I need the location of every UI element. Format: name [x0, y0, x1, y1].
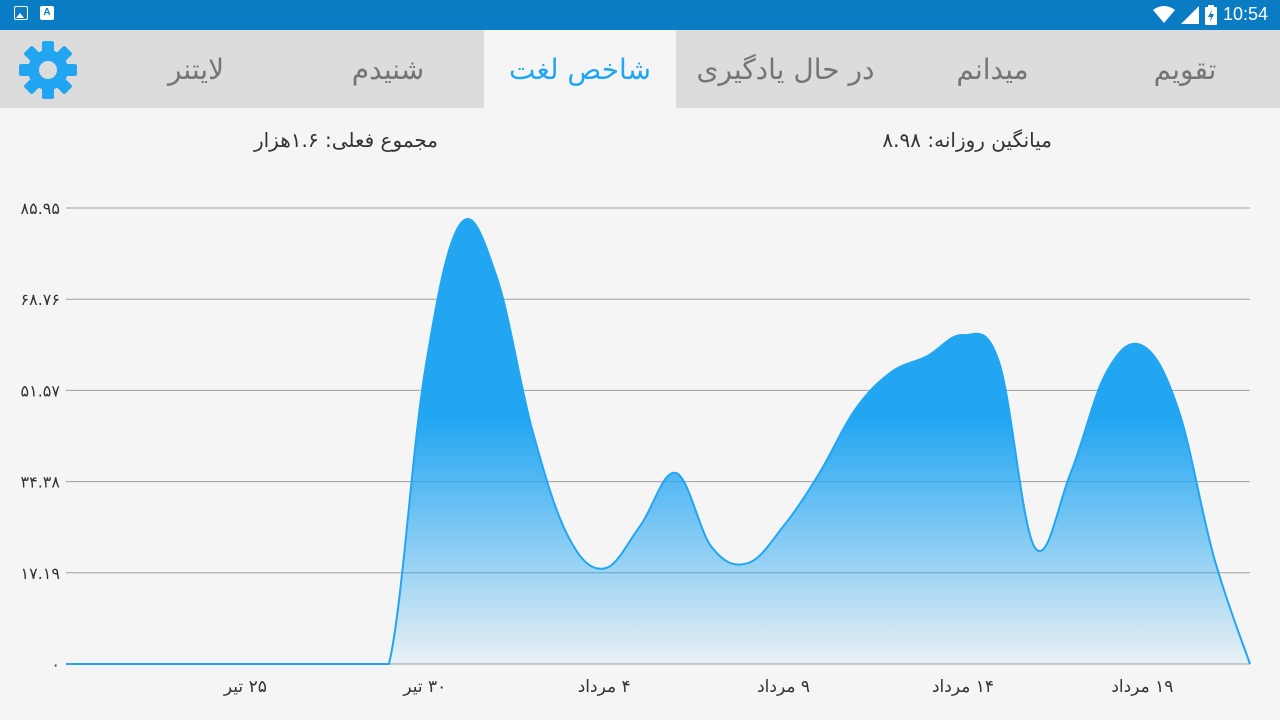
current-total: مجموع فعلی: ۱.۶هزار — [253, 128, 438, 152]
tab-bar: تقویم میدانم در حال یادگیری شاخص لغت شنی… — [0, 30, 1280, 108]
wifi-icon — [1152, 5, 1175, 23]
tab-heard[interactable]: شنیدم — [351, 52, 425, 86]
y-tick-label: ۶۸.۷۶ — [21, 290, 60, 309]
y-tick-label: ۰ — [51, 655, 60, 674]
series-line — [66, 217, 1251, 665]
x-tick-label: ۳۰ تیر — [402, 677, 446, 697]
tab-leitner[interactable]: لایتنر — [167, 52, 225, 86]
tab-word-index[interactable]: شاخص لغت — [484, 30, 676, 108]
y-tick-label: ۸۵.۹۵ — [21, 199, 60, 218]
tab-calendar[interactable]: تقویم — [1153, 52, 1217, 86]
status-left-icons: A — [14, 6, 54, 20]
x-tick-label: ۲۵ تیر — [223, 677, 267, 697]
tab-known[interactable]: میدانم — [956, 52, 1029, 86]
x-tick-label: ۱۴ مرداد — [932, 677, 994, 697]
y-tick-label: ۳۴.۳۸ — [21, 473, 61, 492]
tab-learning[interactable]: در حال یادگیری — [696, 52, 875, 86]
area-fill — [66, 218, 1250, 664]
status-right: 10:54 — [1152, 4, 1268, 25]
battery-charging-icon — [1204, 4, 1217, 25]
x-tick-label: ۱۹ مرداد — [1111, 677, 1173, 697]
status-bar: A 10:54 — [0, 0, 1280, 30]
y-tick-label: ۱۷.۱۹ — [21, 564, 60, 583]
signal-icon — [1180, 5, 1199, 24]
gear-icon[interactable] — [16, 38, 80, 102]
x-tick-label: ۹ مرداد — [757, 677, 810, 697]
daily-average: میانگین روزانه: ۸.۹۸ — [882, 128, 1052, 152]
image-icon — [14, 6, 28, 20]
x-tick-label: ۴ مرداد — [578, 677, 631, 697]
y-tick-label: ۵۱.۵۷ — [21, 381, 61, 400]
text-a-icon: A — [40, 6, 54, 20]
word-index-chart: ۰ ۱۷.۱۹ ۳۴.۳۸ ۵۱.۵۷ ۶۸.۷۶ ۸۵.۹۵ ۲۵ تیر ۳۰ تیر ۴… — [21, 199, 1251, 697]
status-time: 10:54 — [1222, 4, 1268, 24]
